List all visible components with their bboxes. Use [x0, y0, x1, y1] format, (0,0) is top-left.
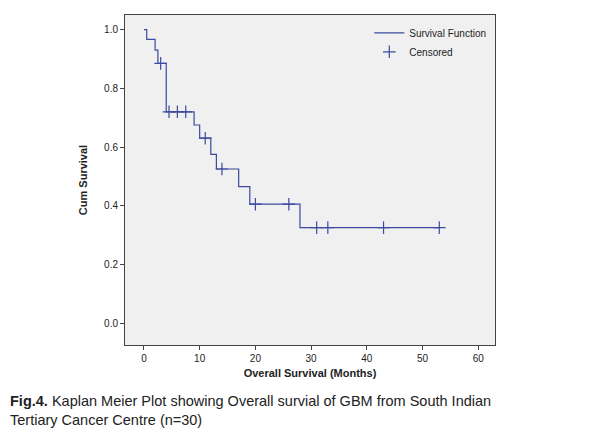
svg-text:20: 20	[250, 353, 262, 364]
svg-text:0.4: 0.4	[104, 200, 118, 211]
svg-text:40: 40	[361, 353, 373, 364]
svg-text:30: 30	[306, 353, 318, 364]
svg-text:0.0: 0.0	[104, 318, 118, 329]
svg-text:Overall Survival (Months): Overall Survival (Months)	[244, 367, 377, 379]
svg-text:Survival Function: Survival Function	[409, 28, 486, 39]
svg-text:50: 50	[417, 353, 429, 364]
svg-text:1.0: 1.0	[104, 24, 118, 35]
svg-text:60: 60	[473, 353, 485, 364]
svg-text:0.6: 0.6	[104, 142, 118, 153]
svg-text:Cum Survival: Cum Survival	[77, 145, 89, 215]
svg-text:0.2: 0.2	[104, 259, 118, 270]
svg-text:Fig.4. Kaplan Meier Plot showi: Fig.4. Kaplan Meier Plot showing Overall…	[10, 393, 491, 428]
svg-text:Censored: Censored	[409, 47, 452, 58]
svg-text:10: 10	[194, 353, 206, 364]
svg-text:0.8: 0.8	[104, 83, 118, 94]
svg-text:0: 0	[141, 353, 147, 364]
